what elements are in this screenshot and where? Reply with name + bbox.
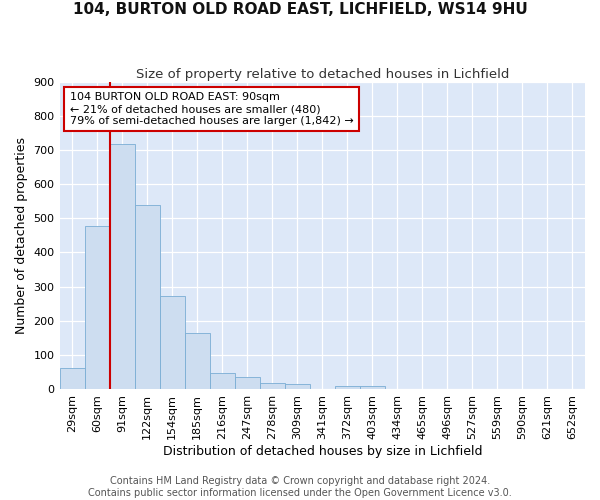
Bar	[235, 377, 260, 389]
Bar	[335, 386, 360, 389]
Bar	[134, 206, 160, 389]
Bar	[260, 383, 285, 389]
Bar	[185, 332, 209, 389]
Bar	[285, 384, 310, 389]
Bar	[209, 372, 235, 389]
Bar	[360, 386, 385, 389]
Bar	[59, 368, 85, 389]
Bar	[85, 226, 110, 389]
Text: 104 BURTON OLD ROAD EAST: 90sqm
← 21% of detached houses are smaller (480)
79% o: 104 BURTON OLD ROAD EAST: 90sqm ← 21% of…	[70, 92, 354, 126]
X-axis label: Distribution of detached houses by size in Lichfield: Distribution of detached houses by size …	[163, 444, 482, 458]
Title: Size of property relative to detached houses in Lichfield: Size of property relative to detached ho…	[136, 68, 509, 80]
Y-axis label: Number of detached properties: Number of detached properties	[15, 137, 28, 334]
Bar	[160, 296, 185, 389]
Bar	[110, 144, 134, 389]
Text: 104, BURTON OLD ROAD EAST, LICHFIELD, WS14 9HU: 104, BURTON OLD ROAD EAST, LICHFIELD, WS…	[73, 2, 527, 18]
Text: Contains HM Land Registry data © Crown copyright and database right 2024.
Contai: Contains HM Land Registry data © Crown c…	[88, 476, 512, 498]
